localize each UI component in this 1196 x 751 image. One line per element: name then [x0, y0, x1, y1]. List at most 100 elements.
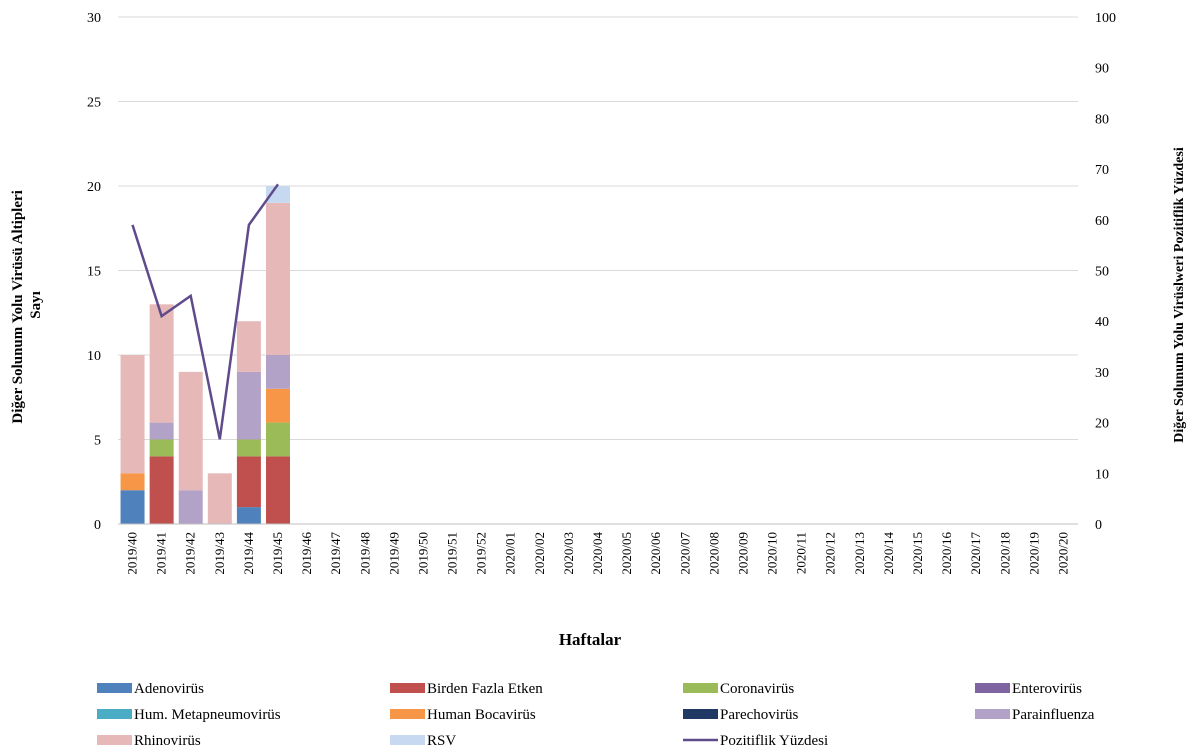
- legend-label: Coronavirüs: [720, 681, 794, 697]
- x-tick-label: 2020/13: [852, 532, 867, 575]
- x-tick-label: 2020/02: [532, 532, 547, 575]
- y2-tick-label: 50: [1095, 265, 1109, 280]
- legend-item: Parechovirüs: [683, 707, 798, 723]
- x-tick-label: 2020/15: [910, 532, 925, 575]
- legend-swatch: [97, 683, 132, 693]
- y2-tick-label: 20: [1095, 417, 1109, 432]
- x-tick-label: 2019/52: [474, 532, 489, 575]
- x-tick-label: 2020/03: [561, 532, 576, 575]
- bar-segment: [178, 371, 203, 491]
- legend-item: Rhinovirüs: [97, 733, 201, 749]
- y2-tick-label: 60: [1095, 214, 1109, 229]
- x-tick-label: 2020/20: [1055, 532, 1070, 575]
- y-axis-title-line-2: Sayı: [28, 291, 44, 319]
- x-tick-label: 2019/50: [415, 532, 430, 575]
- line-series-positivity: [131, 183, 280, 440]
- legend: Adenovirüs Birden Fazla Etken Coronavirüs E…: [97, 681, 1095, 749]
- x-tick-label: 2020/17: [968, 532, 983, 575]
- x-tick-label: 2019/47: [328, 532, 343, 575]
- x-tick-label: 2019/49: [386, 532, 401, 575]
- bar-segment: [236, 321, 261, 372]
- y-axis-ticks: 0 5 10 15 20 25 30: [87, 11, 101, 533]
- legend-label: Parainfluenza: [1012, 707, 1095, 723]
- x-tick-label: 2020/08: [706, 532, 721, 575]
- legend-item: Enterovirüs: [975, 681, 1082, 697]
- x-tick-label: 2019/40: [125, 532, 140, 575]
- bar-segment: [149, 439, 174, 457]
- y2-axis-title: Diğer Solunum Yolu Virüslweri Pozitiflik…: [1172, 147, 1187, 443]
- y-tick-label: 0: [94, 518, 101, 533]
- y-tick-label: 10: [87, 349, 101, 364]
- x-tick-label: 2020/06: [648, 532, 663, 575]
- x-tick-label: 2019/46: [299, 532, 314, 575]
- x-tick-label: 2019/41: [154, 532, 169, 575]
- x-axis-title: Haftalar: [559, 630, 622, 649]
- y-tick-label: 25: [87, 96, 101, 111]
- x-tick-label: 2020/16: [939, 532, 954, 575]
- legend-item: RSV: [390, 733, 456, 749]
- y-tick-label: 15: [87, 265, 101, 280]
- bar-segment: [149, 456, 174, 524]
- y2-tick-label: 90: [1095, 62, 1109, 77]
- legend-label: Pozitiflik Yüzdesi: [720, 733, 828, 749]
- y2-tick-label: 0: [1095, 518, 1102, 533]
- legend-item: Parainfluenza: [975, 707, 1095, 723]
- y-tick-label: 20: [87, 180, 101, 195]
- y-axis-title: Diğer Solunum Yolu Virüsü Altipleri Sayı: [10, 186, 44, 423]
- bar-segment: [120, 490, 145, 524]
- legend-swatch: [97, 709, 132, 719]
- x-tick-label: 2020/04: [590, 532, 605, 575]
- legend-label: Human Bocavirüs: [427, 707, 536, 723]
- x-tick-label: 2020/12: [823, 532, 838, 575]
- gridlines: [118, 16, 1078, 440]
- bar-segment: [207, 473, 232, 524]
- legend-swatch: [975, 683, 1010, 693]
- legend-item: Hum. Metapneumovirüs: [97, 707, 281, 723]
- y2-tick-label: 80: [1095, 112, 1109, 127]
- x-tick-label: 2019/48: [357, 532, 372, 575]
- x-tick-label: 2020/07: [677, 532, 692, 575]
- bar-segment: [120, 473, 145, 491]
- bar-segment: [266, 186, 290, 203]
- bar-segment: [236, 371, 261, 440]
- legend-item: Human Bocavirüs: [390, 707, 536, 723]
- bar-segment: [178, 490, 203, 524]
- x-tick-label: 2020/10: [765, 532, 780, 575]
- y-tick-label: 5: [94, 434, 101, 449]
- legend-item: Pozitiflik Yüzdesi: [683, 733, 828, 749]
- y2-tick-label: 10: [1095, 467, 1109, 482]
- x-tick-label: 2019/42: [183, 532, 198, 575]
- x-tick-label: 2020/09: [735, 532, 750, 575]
- y-axis-title-line-1: Diğer Solunum Yolu Virüsü Altipleri: [10, 190, 26, 423]
- bar-segment: [149, 304, 174, 423]
- legend-swatch: [975, 709, 1010, 719]
- legend-label: Birden Fazla Etken: [427, 681, 543, 697]
- legend-swatch: [683, 709, 718, 719]
- bar-segment: [266, 355, 290, 389]
- x-tick-label: 2019/43: [212, 532, 227, 575]
- bar-segment: [266, 202, 290, 355]
- y2-tick-label: 40: [1095, 315, 1109, 330]
- legend-label: Enterovirüs: [1012, 681, 1082, 697]
- y2-tick-label: 100: [1095, 11, 1116, 26]
- x-tick-label: 2019/45: [270, 532, 285, 575]
- legend-swatch: [390, 709, 425, 719]
- legend-label: Parechovirüs: [720, 707, 798, 723]
- legend-item: Adenovirüs: [97, 681, 204, 697]
- legend-label: RSV: [427, 733, 456, 749]
- bar-segment: [236, 456, 261, 508]
- bar-segment: [266, 456, 290, 524]
- y2-tick-label: 30: [1095, 366, 1109, 381]
- x-tick-label: 2019/44: [241, 532, 256, 575]
- bar-segment: [266, 388, 290, 423]
- legend-swatch: [97, 735, 132, 745]
- legend-swatch: [683, 683, 718, 693]
- x-tick-label: 2020/05: [619, 532, 634, 575]
- x-tick-label: 2020/14: [881, 532, 896, 575]
- bar-series-group: [120, 186, 290, 524]
- bar-segment: [236, 439, 261, 457]
- legend-swatch: [390, 735, 425, 745]
- line-series-group: [131, 183, 280, 440]
- y-tick-label: 30: [87, 11, 101, 26]
